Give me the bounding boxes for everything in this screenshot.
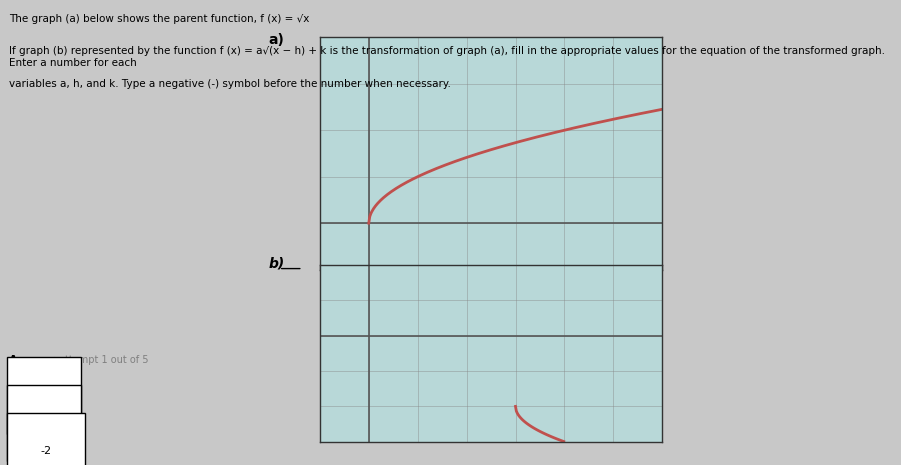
Text: k =: k = xyxy=(9,446,29,456)
Text: b): b) xyxy=(268,256,285,270)
Text: 3: 3 xyxy=(41,418,48,428)
Text: Answer: Answer xyxy=(9,355,55,365)
Text: The graph (a) below shows the parent function, f (x) = √x: The graph (a) below shows the parent fun… xyxy=(9,14,309,24)
Text: a =: a = xyxy=(9,390,29,400)
Text: h =: h = xyxy=(9,418,29,428)
Text: If graph (b) represented by the function f (x) = a√(x − h) + k is the transforma: If graph (b) represented by the function… xyxy=(9,46,885,68)
Text: 1: 1 xyxy=(41,390,48,400)
Text: variables a, h, and k. Type a negative (-) symbol before the number when necessa: variables a, h, and k. Type a negative (… xyxy=(9,79,450,89)
Text: a): a) xyxy=(268,33,285,46)
Text: attempt 1 out of 5: attempt 1 out of 5 xyxy=(59,355,148,365)
Text: -2: -2 xyxy=(41,446,51,456)
